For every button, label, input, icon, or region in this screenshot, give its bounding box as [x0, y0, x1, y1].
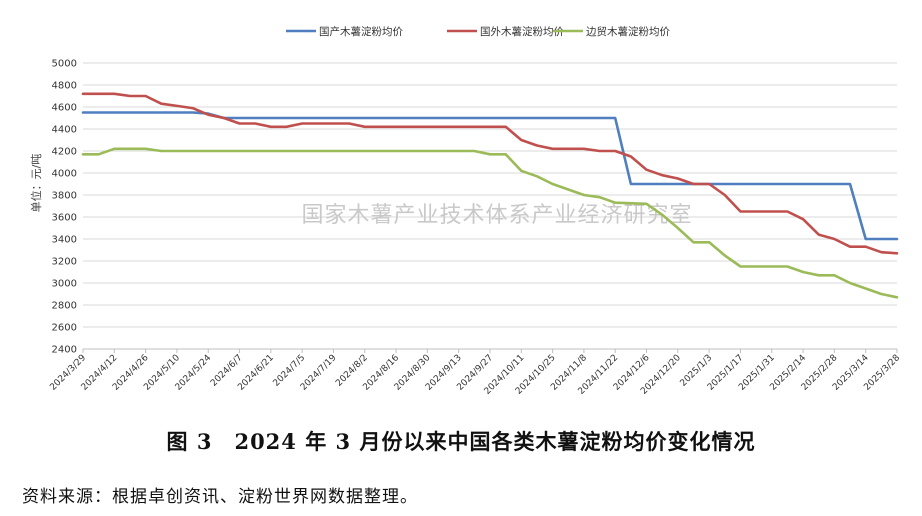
- chart-legend: 国产木薯淀粉均价 国外木薯淀粉均价 边贸木薯淀粉均价: [286, 25, 670, 38]
- y-tick-label: 3400: [52, 235, 77, 246]
- y-tick-label: 2800: [52, 301, 77, 312]
- data-source-note: 资料来源：根据卓创资讯、淀粉世界网数据整理。: [22, 487, 418, 507]
- series-line-2: [81, 92, 899, 255]
- chart-gridlines: [83, 62, 897, 350]
- y-tick-label: 3200: [52, 257, 77, 268]
- y-tick-label: 3600: [52, 213, 77, 224]
- x-axis-tick-labels: 2024/3/292024/4/122024/4/262024/5/102024…: [48, 353, 902, 397]
- y-tick-label: 4000: [52, 169, 77, 180]
- y-tick-label: 4400: [52, 125, 77, 136]
- legend-label: 国外木薯淀粉均价: [480, 25, 564, 38]
- chart-series: [81, 92, 899, 299]
- y-tick-label: 4800: [52, 81, 77, 92]
- y-tick-label: 2400: [52, 345, 77, 356]
- y-tick-label: 5000: [52, 59, 77, 70]
- line-chart: 国产木薯淀粉均价 国外木薯淀粉均价 边贸木薯淀粉均价 2400 2600 2800 300…: [29, 25, 902, 397]
- y-axis-tick-labels: 2400 2600 2800 3000 3200 3400 3600 3800 4000 4200…: [52, 59, 77, 356]
- y-tick-label: 4200: [52, 147, 77, 158]
- watermark-text: 国家木薯产业技术体系产业经济研究室: [301, 203, 692, 228]
- y-axis-label: 单位：元/吨: [29, 154, 43, 213]
- legend-label: 边贸木薯淀粉均价: [586, 25, 670, 38]
- y-tick-label: 2600: [52, 323, 77, 334]
- legend-label: 国产木薯淀粉均价: [319, 25, 403, 38]
- series-line-1: [81, 111, 899, 241]
- y-tick-label: 4600: [52, 103, 77, 114]
- x-axis: [82, 348, 898, 353]
- y-tick-label: 3800: [52, 191, 77, 202]
- y-tick-label: 3000: [52, 279, 77, 290]
- series-line-3: [81, 147, 899, 299]
- figure-caption: 图 3 2024 年 3 月份以来中国各类木薯淀粉均价变化情况: [166, 429, 756, 454]
